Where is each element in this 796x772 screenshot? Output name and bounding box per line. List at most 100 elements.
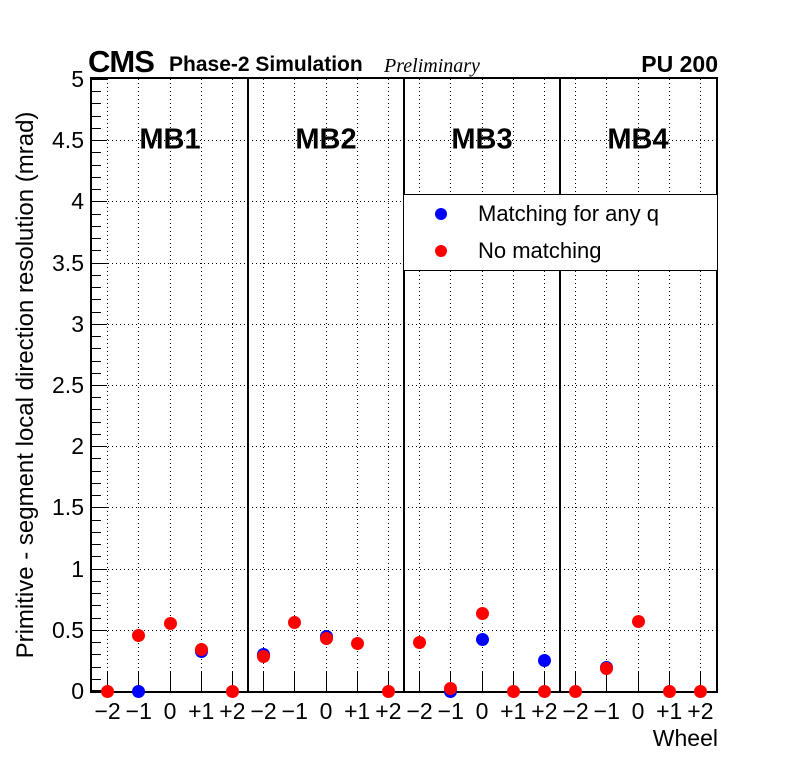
vertical-gridline xyxy=(512,79,514,691)
station-label-mb3: MB3 xyxy=(451,123,513,156)
data-point-no_matching xyxy=(350,636,364,650)
x-tick xyxy=(325,671,327,691)
y-major-tick xyxy=(92,690,107,691)
vertical-gridline xyxy=(387,79,389,691)
x-tick xyxy=(387,671,389,691)
x-tick-label: +2 xyxy=(219,698,246,724)
x-tick-label: 0 xyxy=(631,698,645,724)
vertical-gridline xyxy=(200,79,202,691)
legend-entry: No matching xyxy=(404,233,717,269)
y-minor-tick xyxy=(92,250,101,252)
grid-layer: MB1 MB2 MB3 MB4 xyxy=(92,79,716,691)
y-minor-tick xyxy=(92,372,101,374)
x-tick-label: 0 xyxy=(163,698,177,724)
x-tick-label: +2 xyxy=(531,698,558,724)
vertical-gridline xyxy=(450,79,452,691)
data-point-no_matching xyxy=(225,684,239,698)
y-minor-tick xyxy=(92,654,101,656)
x-tick xyxy=(200,671,202,691)
vertical-gridline xyxy=(699,79,701,691)
y-minor-tick xyxy=(92,287,101,289)
phase2-simulation-label: Phase-2 Simulation xyxy=(169,53,363,76)
data-point-no_matching xyxy=(132,629,146,643)
preliminary-label: Preliminary xyxy=(384,55,480,77)
x-tick-label: +1 xyxy=(500,698,527,724)
x-tick xyxy=(512,671,514,691)
y-minor-tick xyxy=(92,213,101,215)
data-point-no_matching xyxy=(413,635,427,649)
vertical-gridline xyxy=(356,79,358,691)
data-point-matching_any_q xyxy=(537,653,551,667)
data-point-no_matching xyxy=(444,682,458,696)
data-point-no_matching xyxy=(600,662,614,676)
y-minor-tick xyxy=(92,127,101,129)
y-minor-tick xyxy=(92,189,101,191)
y-major-tick xyxy=(92,446,107,448)
legend-box: Matching for any q No matching xyxy=(403,194,718,271)
y-major-tick xyxy=(92,629,107,631)
data-point-no_matching xyxy=(631,614,645,628)
station-label-mb2: MB2 xyxy=(295,123,357,156)
data-point-no_matching xyxy=(569,684,583,698)
x-tick xyxy=(450,671,452,691)
legend-entry-label: Matching for any q xyxy=(478,200,659,226)
y-minor-tick xyxy=(92,238,101,240)
y-minor-tick xyxy=(92,482,101,484)
y-minor-tick xyxy=(92,580,101,582)
vertical-gridline xyxy=(606,79,608,691)
y-minor-tick xyxy=(92,176,101,178)
y-minor-tick xyxy=(92,311,101,313)
data-point-matching_any_q xyxy=(132,684,146,698)
y-major-tick xyxy=(92,323,107,325)
station-divider xyxy=(247,79,249,691)
x-tick xyxy=(169,671,171,691)
y-minor-tick xyxy=(92,115,101,117)
data-point-no_matching xyxy=(194,642,208,656)
y-minor-tick xyxy=(92,642,101,644)
legend-entry-label: No matching xyxy=(478,238,602,264)
y-tick-label: 3.5 xyxy=(52,249,84,276)
x-tick xyxy=(699,671,701,691)
x-tick-label: −1 xyxy=(593,698,620,724)
data-point-no_matching xyxy=(693,684,707,698)
data-point-no_matching xyxy=(257,650,271,664)
vertical-gridline xyxy=(169,79,171,691)
y-tick-label: 4 xyxy=(71,188,84,215)
y-minor-tick xyxy=(92,91,101,93)
x-tick-label: −2 xyxy=(94,698,121,724)
vertical-gridline xyxy=(107,79,109,691)
y-minor-tick xyxy=(92,164,101,166)
data-point-matching_any_q xyxy=(475,633,489,647)
data-point-no_matching xyxy=(475,607,489,621)
y-tick-label: 1.5 xyxy=(52,494,84,521)
y-minor-tick xyxy=(92,678,101,680)
y-tick-label: 1 xyxy=(71,555,84,582)
y-major-tick xyxy=(92,568,107,570)
y-minor-tick xyxy=(92,225,101,227)
y-tick-label: 5 xyxy=(71,66,84,92)
y-tick-label: 0.5 xyxy=(52,616,84,643)
legend-entry: Matching for any q xyxy=(404,196,717,232)
y-tick-label: 3 xyxy=(71,310,84,337)
vertical-gridline xyxy=(419,79,421,691)
plot-frame: MB1 MB2 MB3 MB4 xyxy=(90,77,718,698)
x-tick xyxy=(231,671,233,691)
no_matching-marker-icon xyxy=(435,245,447,258)
y-tick-label: 0 xyxy=(71,678,84,704)
station-divider xyxy=(403,79,405,691)
x-tick xyxy=(419,671,421,691)
x-tick-label: +1 xyxy=(188,698,215,724)
vertical-gridline xyxy=(138,79,140,691)
data-point-no_matching xyxy=(101,684,115,698)
y-minor-tick xyxy=(92,544,101,546)
station-divider xyxy=(559,79,561,691)
y-major-tick xyxy=(92,262,107,264)
vertical-gridline xyxy=(231,79,233,691)
y-minor-tick xyxy=(92,556,101,558)
x-tick xyxy=(294,671,296,691)
x-tick-label: +2 xyxy=(687,698,714,724)
vertical-gridline xyxy=(668,79,670,691)
x-tick-label: −2 xyxy=(406,698,433,724)
y-minor-tick xyxy=(92,397,101,399)
